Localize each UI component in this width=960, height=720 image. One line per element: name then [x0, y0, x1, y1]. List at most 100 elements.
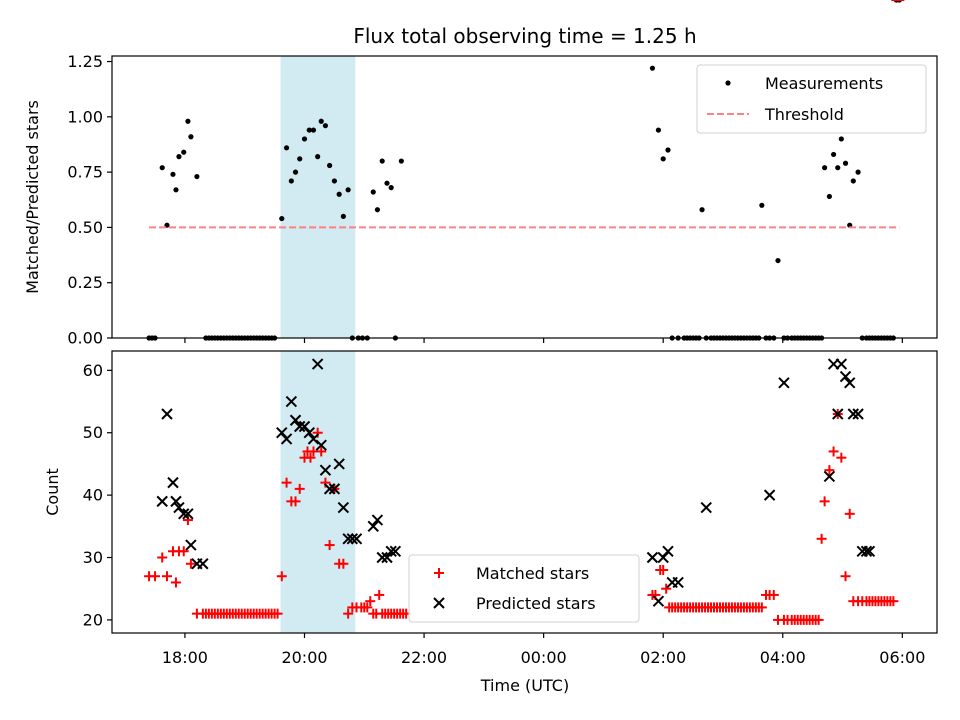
predicted-stars-point [823, 470, 836, 483]
measurements-point [855, 169, 861, 175]
predicted-stars-point [285, 395, 298, 408]
predicted-stars-point [662, 545, 674, 557]
matched-stars-point [888, 596, 899, 607]
predicted-stars-point [657, 551, 669, 564]
measurements-point [292, 169, 299, 175]
predicted-stars-point [860, 545, 873, 557]
predicted-stars-point [832, 408, 844, 420]
measurements-point [188, 134, 194, 140]
predicted-stars-point [173, 501, 185, 514]
predicted-stars-point [170, 495, 182, 508]
bottom-y-axis: 20 30 40 50 60 [83, 361, 112, 629]
bottom-axes-frame [111, 350, 938, 634]
predicted-stars-point [294, 420, 306, 433]
x-axis-label: Time (UTC) [480, 676, 569, 695]
x-tick-label: 04:00 [760, 648, 806, 667]
measurements-point [826, 193, 832, 200]
measurements-point [173, 187, 179, 193]
measurements-point [398, 158, 404, 164]
measurements-point [327, 162, 333, 169]
y-tick-label: 20 [83, 610, 103, 629]
matched-stars-point [768, 589, 779, 600]
x-tick-label: 00:00 [521, 648, 567, 667]
measurements-point [322, 123, 329, 129]
measurements-point [318, 118, 324, 124]
matched-stars-point [316, 446, 327, 457]
matched-stars-point [343, 608, 354, 619]
measurements-point [374, 207, 381, 213]
predicted-stars-point [182, 508, 194, 520]
measurements-point [159, 165, 165, 171]
matched-stars-point [840, 571, 851, 582]
predicted-stars-point [350, 533, 363, 545]
predicted-stars-point [852, 408, 864, 420]
predicted-stars-point [337, 501, 350, 514]
predicted-stars-point [367, 520, 379, 533]
predicted-stars-point [376, 551, 388, 564]
matched-stars-point [170, 577, 181, 588]
measurements-point [340, 213, 346, 219]
matched-stars-point [844, 508, 855, 519]
matched-stars-point [816, 533, 827, 544]
measurements-point [759, 202, 765, 208]
measurements-point [830, 151, 837, 158]
measurements-point [665, 147, 671, 153]
y-tick-label: 40 [83, 486, 103, 505]
matched-stars-point [658, 564, 669, 575]
measurements-point [315, 154, 321, 160]
measurements-point [649, 65, 656, 71]
predicted-stars-point [763, 489, 776, 501]
predicted-stars-point [646, 551, 659, 564]
predicted-stars-point [652, 595, 665, 607]
measurements-point [306, 127, 312, 133]
measurements-point [170, 171, 176, 177]
matched-stars-point [290, 496, 301, 507]
matched-stars-point [272, 608, 283, 619]
measurements-point [185, 118, 191, 124]
shaded-span [280, 351, 356, 633]
predicted-stars-point [178, 508, 190, 520]
matched-stars-point [185, 558, 196, 569]
predicted-stars-point [839, 370, 852, 383]
y-tick-label: 1.00 [67, 107, 103, 126]
measurements-point [655, 127, 662, 133]
predicted-stars-point [167, 476, 179, 489]
measurements-point [842, 160, 849, 166]
legend-predicted-label: Predicted stars [476, 594, 596, 613]
measurements-point [336, 191, 342, 197]
bottom-panel: 20 30 40 50 60 18:00 20:00 22:00 00:00 02:00 04:0… [43, 0, 938, 695]
legend-predicted-marker [433, 597, 445, 609]
predicted-stars-point [276, 427, 288, 439]
predicted-stars-point [303, 427, 315, 439]
matched-stars-point [157, 552, 168, 563]
x-tick-label: 22:00 [401, 648, 447, 667]
predicted-stars-point [385, 545, 397, 557]
legend-threshold-label: Threshold [764, 105, 844, 124]
measurements-point [181, 149, 187, 155]
measurements-point [345, 187, 351, 193]
measurements-point [301, 136, 308, 142]
predicted-stars-point [319, 464, 332, 476]
measurements-point [384, 180, 390, 186]
matched-stars-point [374, 589, 385, 600]
top-y-axis-label: Matched/Predicted stars [23, 100, 42, 294]
predicted-stars-point [700, 501, 712, 514]
predicted-stars-point [280, 433, 293, 445]
matched-stars-point [756, 602, 767, 613]
y-tick-label: 1.25 [67, 52, 103, 71]
measurements-point [388, 185, 394, 191]
y-tick-label: 0.75 [67, 163, 103, 182]
measurements-point [822, 165, 828, 171]
y-tick-label: 60 [83, 361, 103, 380]
predicted-stars-point [298, 420, 311, 433]
bottom-legend: Matched stars Predicted stars [408, 554, 640, 623]
bottom-legend-frame [408, 554, 640, 623]
measurements-point [194, 173, 200, 180]
x-tick-label: 06:00 [879, 648, 925, 667]
bottom-series [144, 0, 905, 625]
top-y-axis: 0.00 0.25 0.50 0.75 1.00 1.25 [67, 52, 112, 348]
measurements-point [660, 156, 666, 162]
matched-stars-point [824, 465, 835, 476]
y-tick-label: 0.00 [67, 329, 103, 348]
